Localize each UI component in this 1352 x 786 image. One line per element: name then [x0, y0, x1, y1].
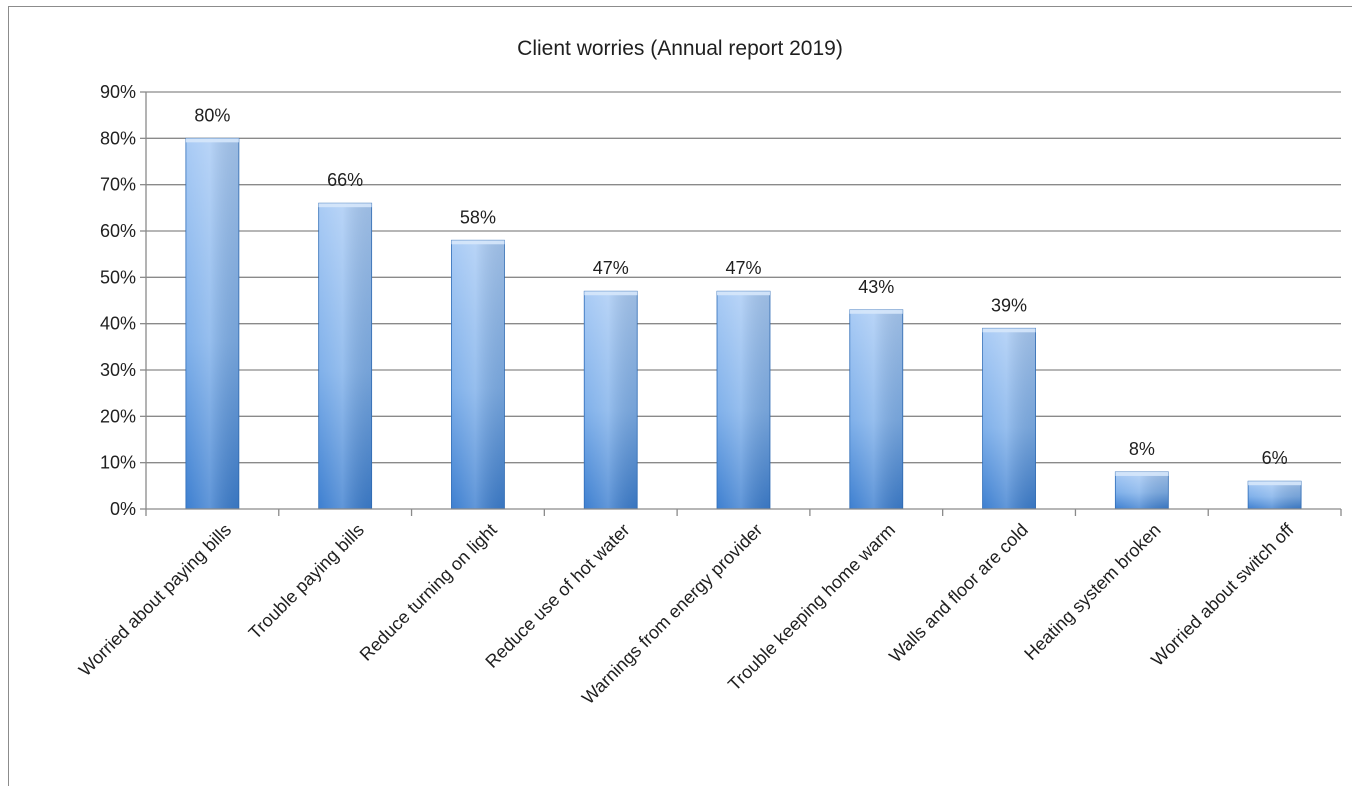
- y-tick-label: 80%: [100, 128, 136, 148]
- x-category-label: Reduce turning on light: [356, 520, 501, 665]
- data-label: 39%: [991, 295, 1027, 315]
- y-tick-label: 10%: [100, 453, 136, 473]
- y-tick-label: 40%: [100, 314, 136, 334]
- x-category-label: Worried about switch off: [1147, 519, 1298, 670]
- x-category-label: Trouble paying bills: [245, 520, 368, 643]
- data-label: 47%: [725, 258, 761, 278]
- bar: [849, 309, 904, 510]
- data-label: 66%: [327, 170, 363, 190]
- axes: [140, 91, 1342, 516]
- bars: [185, 137, 1302, 510]
- chart-frame: [8, 6, 1352, 786]
- data-label: 6%: [1262, 448, 1288, 468]
- x-category-label: Worried about paying bills: [75, 520, 235, 680]
- y-tick-label: 0%: [110, 499, 136, 519]
- bar: [1247, 480, 1302, 510]
- bar: [982, 327, 1036, 510]
- bar: [1114, 471, 1169, 510]
- x-category-label: Heating system broken: [1020, 520, 1164, 664]
- y-tick-label: 90%: [100, 82, 136, 102]
- y-tick-labels: 0% 10% 20% 30% 40% 50% 60% 70% 80% 90%: [100, 82, 136, 519]
- bar: [583, 290, 638, 510]
- x-category-label: Walls and floor are cold: [885, 520, 1032, 667]
- data-label: 43%: [858, 277, 894, 297]
- bar: [318, 202, 373, 510]
- chart-title: Client worries (Annual report 2019): [517, 37, 843, 60]
- y-tick-label: 60%: [100, 221, 136, 241]
- y-tick-label: 20%: [100, 406, 136, 426]
- data-label: 8%: [1129, 439, 1155, 459]
- bar: [185, 137, 240, 510]
- data-labels: 80% 66% 58% 47% 47% 43% 39% 8% 6%: [194, 105, 1287, 468]
- bar: [451, 239, 505, 510]
- data-label: 80%: [194, 105, 230, 125]
- y-tick-label: 70%: [100, 175, 136, 195]
- y-tick-label: 50%: [100, 267, 136, 287]
- bar: [716, 290, 771, 510]
- data-label: 58%: [460, 207, 496, 227]
- y-tick-label: 30%: [100, 360, 136, 380]
- x-category-label: Reduce use of hot water: [481, 520, 633, 672]
- data-label: 47%: [593, 258, 629, 278]
- x-category-labels: Worried about paying bills Trouble paying…: [75, 519, 1298, 708]
